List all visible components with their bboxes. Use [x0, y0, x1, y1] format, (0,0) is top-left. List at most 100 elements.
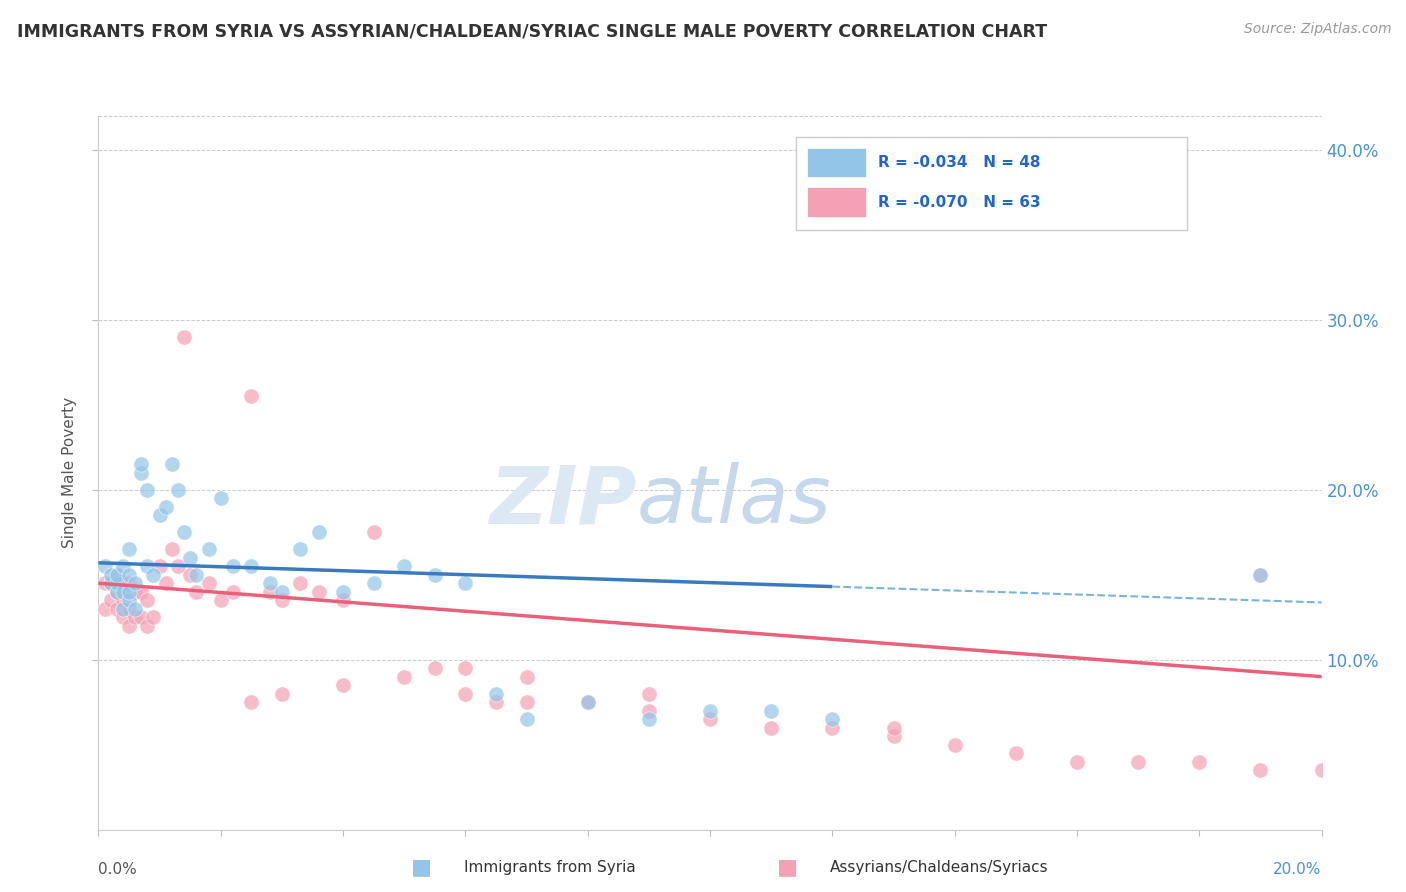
Point: [240, 695, 263, 709]
Point: [118, 601, 141, 615]
Point: [118, 584, 141, 599]
Point: [576, 695, 599, 709]
Point: [392, 559, 416, 574]
Text: 0.0%: 0.0%: [98, 862, 138, 877]
Point: [155, 500, 177, 514]
Text: ■: ■: [778, 857, 797, 877]
Point: [105, 567, 128, 582]
Text: Assyrians/Chaldeans/Syriacs: Assyrians/Chaldeans/Syriacs: [830, 860, 1047, 874]
Point: [423, 567, 446, 582]
Point: [93, 601, 115, 615]
Point: [118, 618, 141, 632]
Point: [100, 576, 122, 591]
Point: [105, 576, 128, 591]
Point: [129, 466, 152, 480]
Point: [209, 593, 232, 607]
Point: [129, 610, 152, 624]
FancyBboxPatch shape: [807, 147, 866, 178]
Point: [149, 508, 172, 523]
Point: [454, 661, 477, 675]
Point: [240, 559, 263, 574]
Point: [197, 542, 219, 557]
Point: [160, 457, 183, 471]
Point: [179, 550, 201, 565]
Text: R = -0.034   N = 48: R = -0.034 N = 48: [877, 155, 1040, 169]
Text: atlas: atlas: [637, 462, 831, 541]
Point: [883, 721, 905, 735]
Point: [1188, 755, 1211, 769]
Text: R = -0.070   N = 63: R = -0.070 N = 63: [877, 194, 1040, 210]
Point: [118, 593, 141, 607]
Point: [100, 593, 122, 607]
Point: [124, 576, 146, 591]
Point: [173, 330, 195, 344]
Point: [637, 687, 661, 701]
Point: [821, 712, 844, 726]
Point: [160, 542, 183, 557]
Point: [308, 525, 330, 540]
FancyBboxPatch shape: [807, 187, 866, 217]
Point: [290, 542, 312, 557]
Point: [423, 661, 446, 675]
Point: [363, 525, 385, 540]
Text: Source: ZipAtlas.com: Source: ZipAtlas.com: [1244, 22, 1392, 37]
Point: [100, 576, 122, 591]
Point: [637, 712, 661, 726]
Point: [637, 704, 661, 718]
Point: [576, 695, 599, 709]
Point: [129, 457, 152, 471]
Point: [516, 712, 538, 726]
Point: [105, 601, 128, 615]
Point: [124, 584, 146, 599]
Point: [124, 610, 146, 624]
Point: [167, 559, 190, 574]
Y-axis label: Single Male Poverty: Single Male Poverty: [62, 397, 77, 549]
Point: [118, 567, 141, 582]
Point: [332, 593, 354, 607]
Point: [173, 525, 195, 540]
Point: [290, 576, 312, 591]
Point: [93, 576, 115, 591]
Point: [454, 576, 477, 591]
Point: [105, 567, 128, 582]
Point: [222, 559, 245, 574]
Point: [516, 670, 538, 684]
Point: [821, 721, 844, 735]
Point: [155, 576, 177, 591]
Point: [1249, 763, 1271, 777]
Point: [167, 483, 190, 497]
Text: ZIP: ZIP: [489, 462, 637, 541]
Point: [136, 618, 159, 632]
Point: [363, 576, 385, 591]
Point: [1066, 755, 1088, 769]
Point: [699, 712, 721, 726]
Point: [209, 491, 232, 506]
Point: [100, 567, 122, 582]
Point: [111, 601, 134, 615]
Point: [197, 576, 219, 591]
Point: [1310, 763, 1333, 777]
Point: [136, 483, 159, 497]
Point: [186, 584, 208, 599]
Point: [111, 584, 134, 599]
Point: [136, 593, 159, 607]
Point: [111, 593, 134, 607]
Point: [118, 576, 141, 591]
Point: [240, 389, 263, 403]
Point: [454, 687, 477, 701]
Point: [1249, 567, 1271, 582]
Text: ■: ■: [412, 857, 432, 877]
Point: [129, 584, 152, 599]
Point: [136, 559, 159, 574]
Point: [142, 610, 165, 624]
Point: [259, 584, 281, 599]
Point: [222, 584, 245, 599]
FancyBboxPatch shape: [796, 137, 1187, 230]
Point: [392, 670, 416, 684]
Point: [111, 610, 134, 624]
Point: [186, 567, 208, 582]
Point: [118, 542, 141, 557]
Point: [883, 729, 905, 743]
Point: [111, 576, 134, 591]
Point: [270, 584, 292, 599]
